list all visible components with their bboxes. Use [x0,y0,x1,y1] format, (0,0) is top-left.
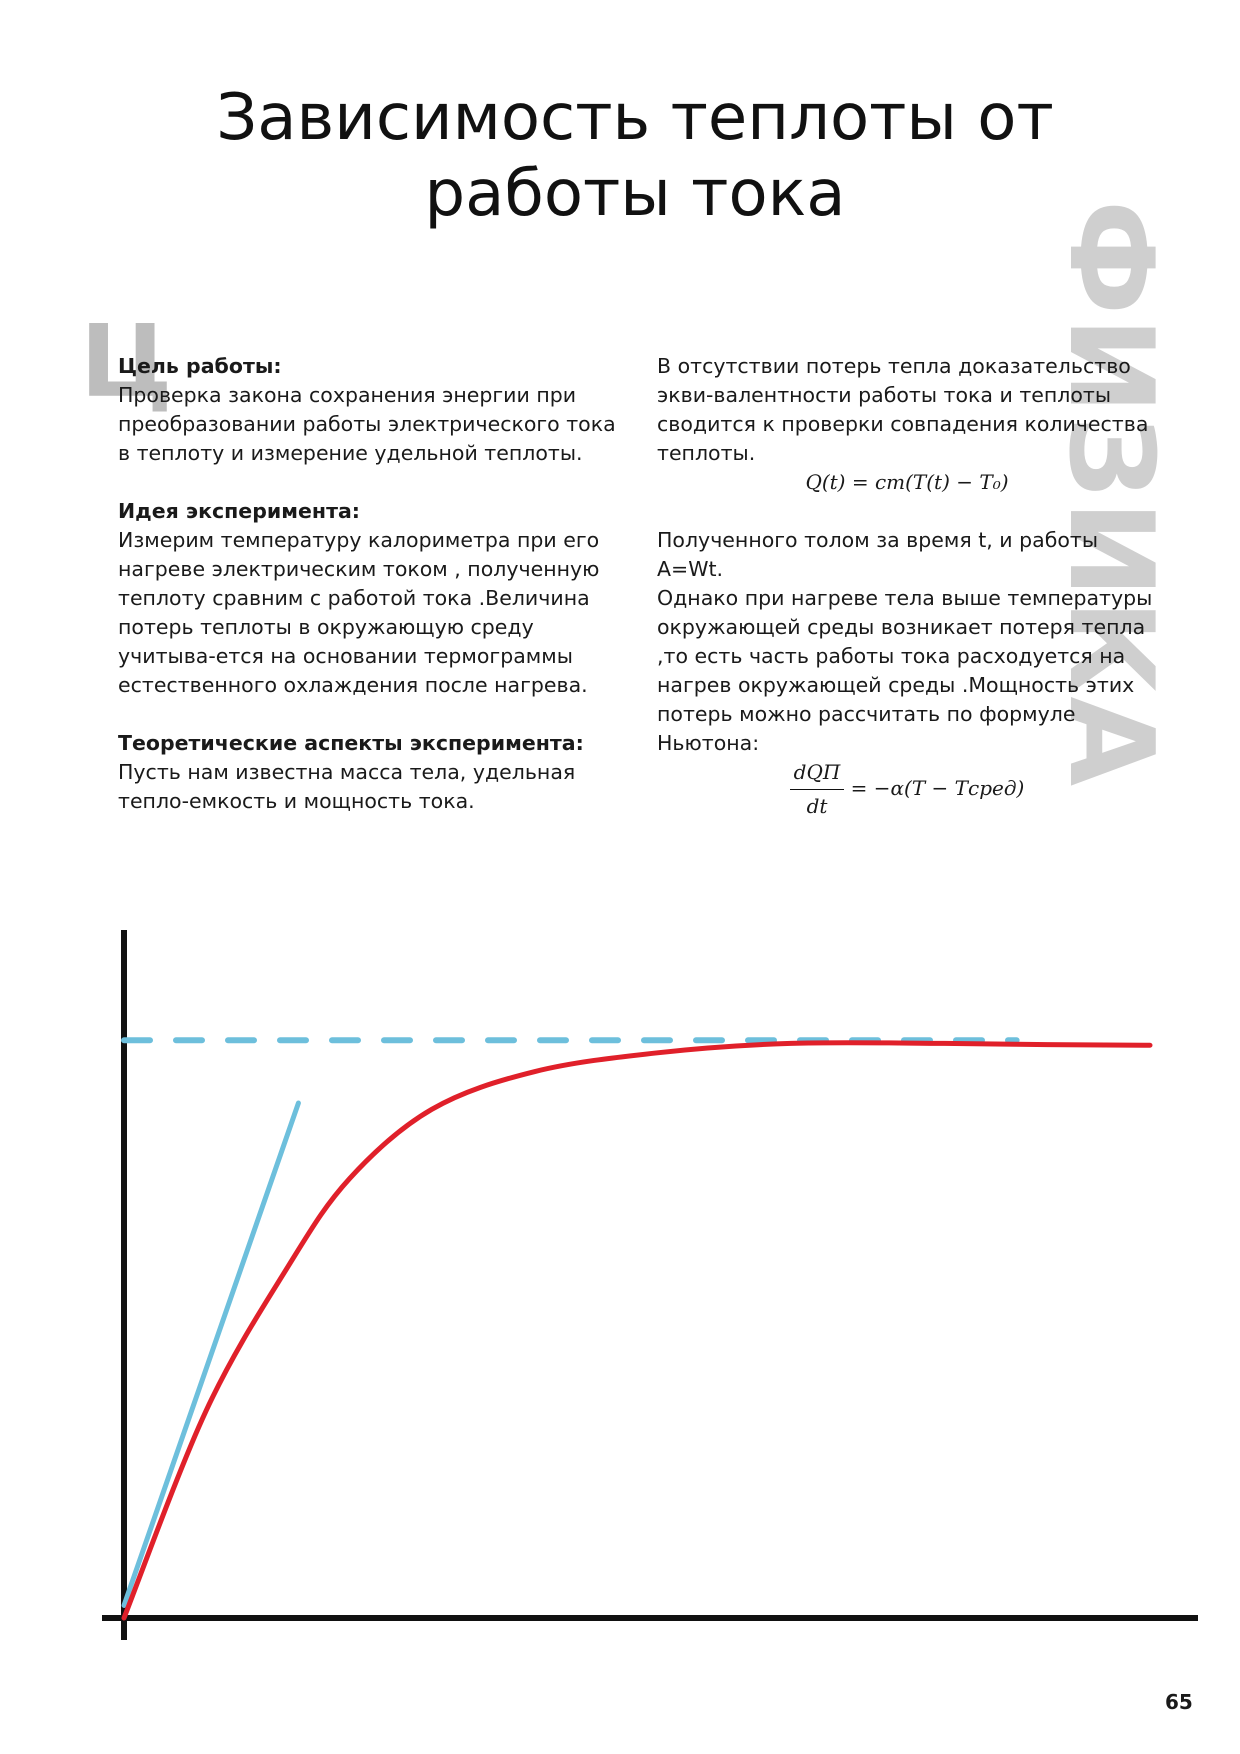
title-line-1: Зависимость теплоты от [216,81,1054,155]
theory-section: Теоретические аспекты эксперимента: Пуст… [118,729,618,816]
page-number: 65 [1165,1690,1193,1714]
goal-heading: Цель работы: [118,354,282,378]
newton-formula: dQП dt = −α(T − Tсред) [657,758,1157,821]
heating-curve [121,1040,1153,1621]
newton-fraction: dQП dt [789,758,845,821]
formula-rhs: = −α(T − Tсред) [850,776,1025,800]
right-para-1: В отсутствии потерь тепла доказательство… [657,354,1149,465]
theory-text: Пусть нам известна масса тела, удельная … [118,760,576,813]
dropcap-letter: Ц [80,303,173,420]
fraction-denominator: dt [806,794,828,818]
idea-section: Идея эксперимента: Измерим температуру к… [118,497,618,700]
right-para-2: Полученного толом за время t, и работы A… [657,528,1099,581]
idea-text: Измерим температуру калориметра при его … [118,528,600,697]
page-title: Зависимость теплоты от работы тока [120,80,1150,232]
initial-tangent-line [121,1100,301,1608]
left-column: Цель работы: Проверка закона сохранения … [118,352,618,845]
goal-text: Проверка закона сохранения энергии при п… [118,383,616,465]
heating-curve-chart [102,930,1198,1640]
idea-heading: Идея эксперимента: [118,499,360,523]
title-line-2: работы тока [424,157,846,231]
goal-section: Цель работы: Проверка закона сохранения … [118,352,618,468]
theory-heading: Теоретические аспекты эксперимента: [118,731,584,755]
fraction-numerator: dQП [789,758,845,790]
series-layer [121,1037,1153,1621]
right-column: В отсутствии потерь тепла доказательство… [657,352,1157,850]
right-para-3: Однако при нагреве тела выше температуры… [657,586,1153,755]
heat-formula: Q(t) = cm(T(t) − T₀) [805,470,1009,494]
